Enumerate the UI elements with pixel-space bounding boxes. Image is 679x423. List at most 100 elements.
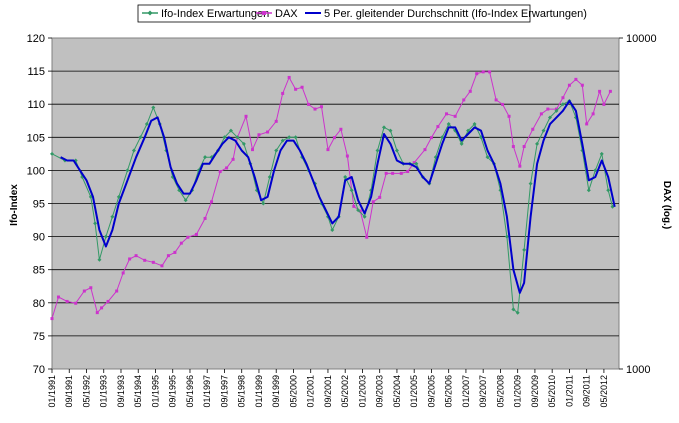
- data-point-dax: [358, 209, 362, 213]
- data-point-dax: [281, 91, 285, 95]
- data-point-ifo: [293, 135, 298, 140]
- data-point-ifo: [485, 155, 490, 160]
- x-tick-label: 05/2008: [495, 375, 505, 408]
- y-axis-right: 1000 10000: [619, 33, 657, 376]
- data-point-dax: [371, 200, 375, 204]
- data-point-ifo: [116, 194, 121, 199]
- data-point-ifo: [203, 155, 208, 160]
- data-point-ifo: [222, 135, 227, 140]
- legend-box: [137, 4, 531, 23]
- data-point-dax: [82, 289, 86, 293]
- x-tick-label: 01/2005: [409, 375, 419, 408]
- data-point-dax: [561, 96, 565, 100]
- data-point-dax: [339, 127, 343, 131]
- data-point-ifo: [144, 122, 149, 127]
- data-point-ifo: [228, 128, 233, 133]
- data-point-dax: [74, 301, 78, 305]
- x-tick-label: 01/2011: [564, 375, 574, 407]
- y-left-tick-label: 115: [27, 66, 45, 78]
- data-point-dax: [225, 166, 229, 170]
- data-point-dax: [436, 125, 440, 129]
- x-tick-label: 09/2009: [530, 375, 540, 408]
- data-point-ifo: [274, 148, 279, 153]
- data-point-dax: [166, 254, 170, 258]
- data-point-ifo: [151, 105, 156, 110]
- data-point-dax: [475, 72, 479, 76]
- data-point-ifo: [599, 151, 604, 156]
- x-tick-label: 05/1994: [133, 375, 143, 408]
- data-point-dax: [580, 83, 584, 87]
- data-point-ifo: [235, 135, 240, 140]
- x-tick-label: 05/2012: [599, 375, 609, 408]
- data-point-dax: [507, 114, 511, 118]
- data-point-dax: [56, 295, 60, 299]
- data-point-ifo: [362, 214, 367, 219]
- data-point-dax: [203, 216, 207, 220]
- x-tick-label: 09/1997: [219, 375, 229, 408]
- data-point-dax: [531, 127, 535, 131]
- data-point-dax: [319, 105, 323, 109]
- x-tick-label: 05/2010: [547, 375, 557, 408]
- data-point-dax: [257, 133, 261, 137]
- data-point-ifo: [280, 138, 285, 143]
- x-tick-label: 09/1995: [168, 375, 178, 408]
- data-point-ifo: [183, 198, 188, 203]
- x-tick-label: 01/1997: [202, 375, 212, 408]
- x-tick-label: 01/1993: [99, 375, 109, 408]
- data-point-ifo: [586, 188, 591, 193]
- data-point-dax: [244, 114, 248, 118]
- data-point-ifo: [267, 175, 272, 180]
- data-point-dax: [429, 136, 433, 140]
- data-point-dax: [106, 299, 110, 303]
- data-point-ifo: [548, 115, 553, 120]
- data-point-dax: [173, 250, 177, 254]
- y-left-tick-label: 95: [33, 199, 45, 211]
- data-point-dax: [121, 271, 125, 275]
- data-point-dax: [210, 200, 214, 204]
- y-right-tick-label: 1000: [626, 364, 650, 376]
- data-point-ifo: [414, 161, 419, 166]
- data-point-dax: [488, 70, 492, 74]
- x-tick-label: 09/2007: [478, 375, 488, 408]
- data-point-dax: [231, 157, 235, 161]
- data-point-dax: [511, 145, 515, 149]
- data-point-dax: [307, 102, 311, 106]
- data-point-dax: [179, 241, 183, 245]
- data-point-dax: [194, 232, 198, 236]
- data-point-dax: [115, 289, 119, 293]
- data-point-ifo: [287, 135, 292, 140]
- x-axis: 01/1991 09/1991 05/1992 01/1993 09/1993 05/19…: [47, 369, 609, 408]
- x-tick-label: 05/1998: [237, 375, 247, 408]
- data-point-ifo: [535, 141, 540, 146]
- data-point-dax: [518, 164, 522, 168]
- data-point-ifo: [541, 128, 546, 133]
- data-point-ifo: [138, 135, 143, 140]
- x-tick-label: 09/2005: [426, 375, 436, 408]
- data-point-dax: [365, 235, 369, 239]
- data-point-dax: [423, 148, 427, 152]
- y-axis-right-title: DAX (log.): [661, 181, 672, 229]
- x-tick-label: 05/1992: [81, 375, 91, 408]
- data-point-ifo: [446, 122, 451, 127]
- data-point-dax: [326, 148, 330, 152]
- data-point-dax: [266, 130, 270, 134]
- data-point-ifo: [394, 148, 399, 153]
- legend: Ifo-Index Erwartungen DAX 5 Per. gleiten…: [137, 4, 587, 23]
- data-point-dax: [313, 107, 317, 111]
- data-point-dax: [352, 204, 356, 208]
- data-point-ifo: [343, 175, 348, 180]
- data-point-dax: [462, 98, 466, 102]
- x-tick-label: 09/2001: [323, 375, 333, 408]
- x-tick-label: 01/2003: [357, 375, 367, 408]
- data-point-dax: [591, 112, 595, 116]
- y-left-tick-label: 85: [33, 265, 45, 277]
- data-point-ifo: [511, 307, 516, 312]
- data-point-ifo: [522, 247, 527, 252]
- data-point-ifo: [349, 188, 354, 193]
- y-axis-left-title: Ifo-Index: [9, 184, 20, 226]
- data-point-dax: [501, 102, 505, 106]
- data-point-ifo: [388, 128, 393, 133]
- y-axis-left: 70 75 80 85 90 95 100 105 110 115 120: [27, 33, 52, 376]
- legend-dax-marker: [262, 11, 266, 15]
- data-point-ifo: [440, 135, 445, 140]
